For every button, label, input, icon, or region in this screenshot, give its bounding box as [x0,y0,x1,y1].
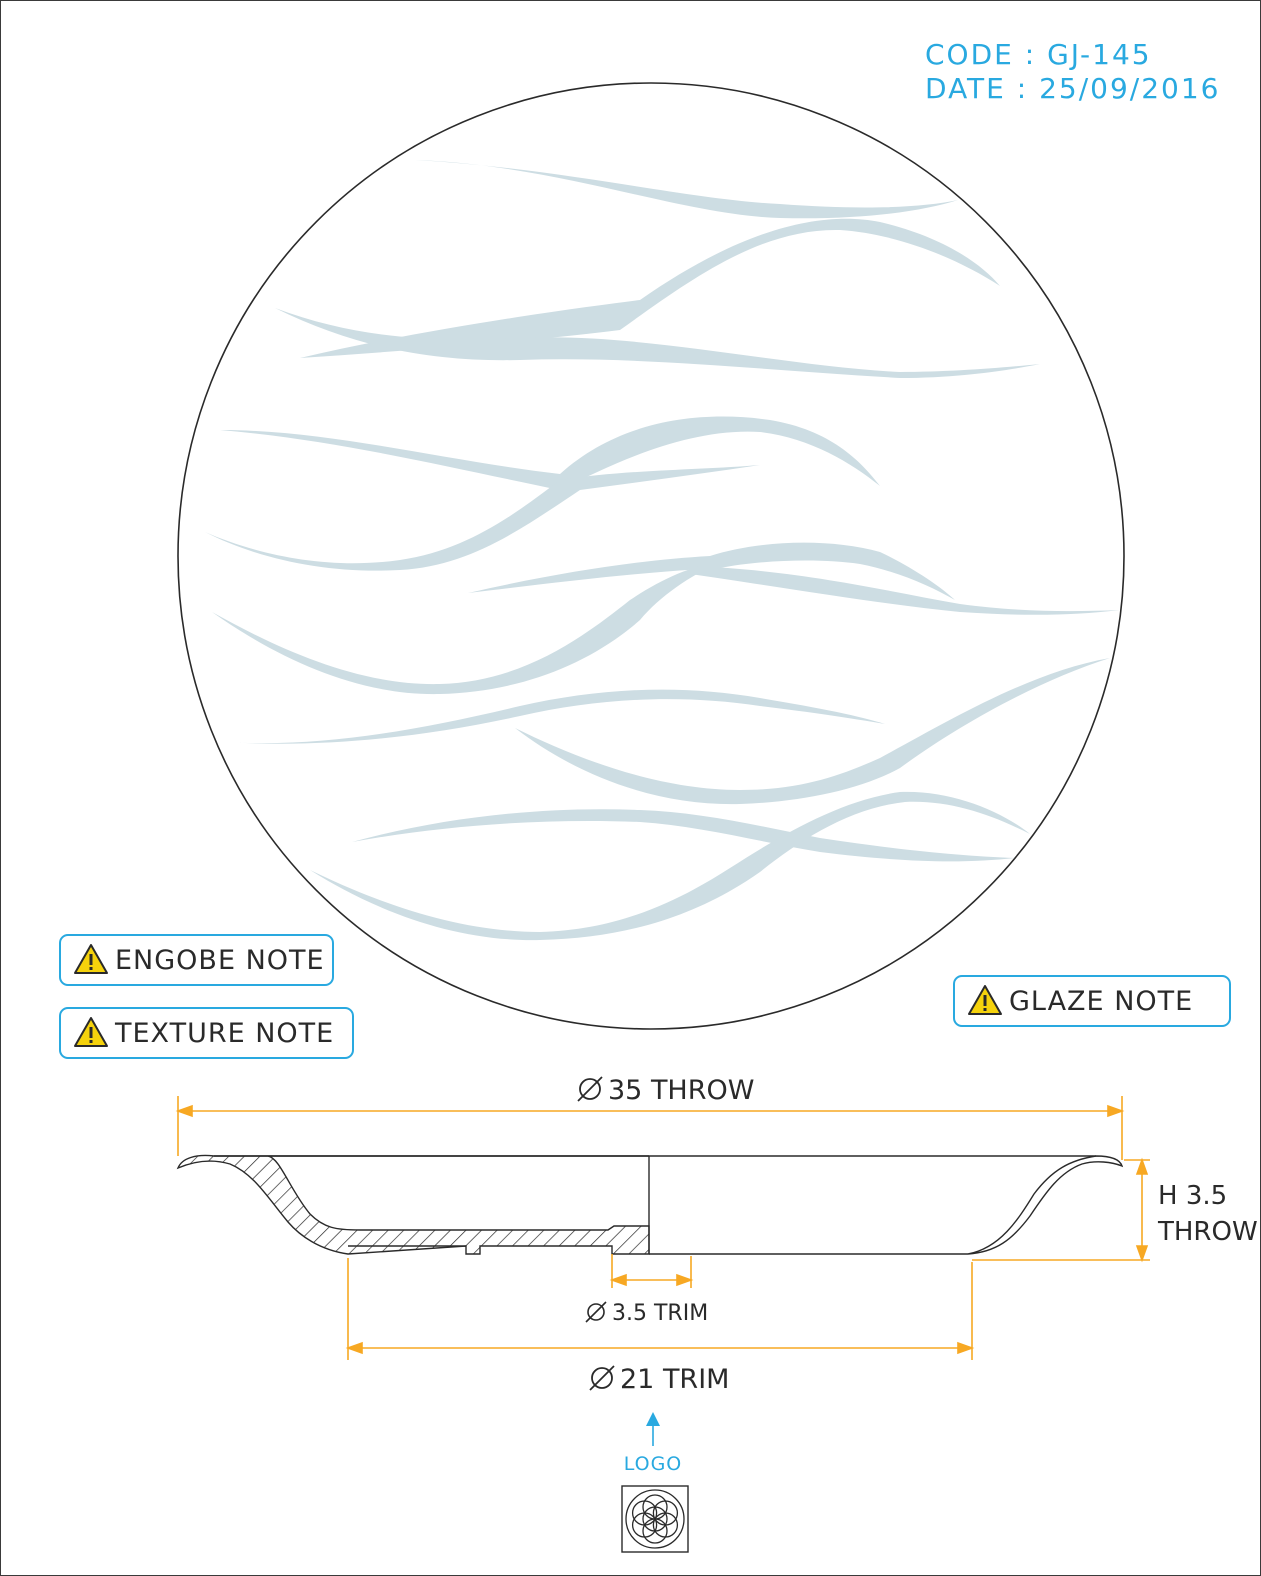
glaze-note-button[interactable]: GLAZE NOTE [953,975,1231,1027]
texture-note-button[interactable]: TEXTURE NOTE [59,1007,354,1059]
engobe-note-label: ENGOBE NOTE [115,944,325,976]
arrow-head [1107,1104,1125,1118]
wave-stroke [352,809,1015,862]
engobe-note-button[interactable]: ENGOBE NOTE [59,934,334,986]
warning-icon [967,984,1003,1018]
arrow-head [175,1104,193,1118]
wave-stroke [300,218,1000,358]
wave-stroke [212,562,720,695]
arrow-head [957,1341,975,1355]
title-block: CODE : GJ-145 DATE : 25/09/2016 [925,38,1220,106]
throw-diameter-label: 35 THROW [608,1075,754,1106]
foot-ring-label: 3.5 TRIM [612,1301,708,1326]
arrow-head [676,1273,694,1287]
diameter-symbol [577,1076,603,1102]
texture-note-label: TEXTURE NOTE [115,1017,335,1049]
arrow-head [345,1341,363,1355]
glaze-note-label: GLAZE NOTE [1009,985,1194,1017]
wave-stroke [468,542,955,600]
plate-section-view [176,1154,1124,1255]
base-diameter-label: 21 TRIM [620,1364,729,1395]
arrow-head [1135,1245,1149,1263]
dimension-lines [175,1096,1150,1360]
warning-icon [73,943,109,977]
plate-outline [177,82,1125,1030]
product-code: CODE : GJ-145 [925,38,1152,71]
height-label-line2: THROW [1157,1217,1258,1247]
logo-label: LOGO [624,1453,683,1475]
wave-decoration [205,160,1120,941]
arrow-head [609,1273,627,1287]
wave-stroke [225,689,885,744]
section-hatch [176,1154,650,1255]
plate-top-view [177,82,1125,1030]
right-profile [967,1155,1124,1255]
diameter-symbol [589,1365,615,1391]
wave-stroke [220,416,880,490]
drawing-date: DATE : 25/09/2016 [925,72,1221,105]
flower-of-life-logo [621,1485,689,1553]
arrow-head [1135,1157,1149,1175]
warning-icon [73,1016,109,1050]
arrow-up-icon [646,1412,660,1446]
height-label-line1: H 3.5 [1158,1181,1227,1211]
wave-stroke [415,160,958,219]
wave-stroke [690,566,1120,615]
wave-stroke [275,308,1040,378]
diameter-symbol [585,1301,607,1323]
wave-stroke [310,791,1030,941]
